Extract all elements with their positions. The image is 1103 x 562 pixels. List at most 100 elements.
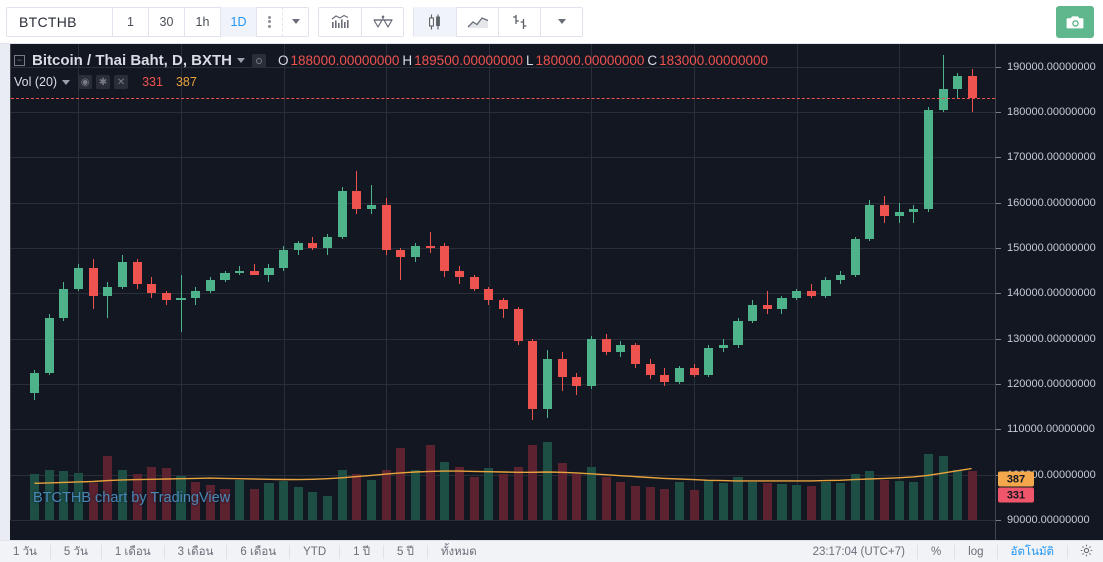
range-1m[interactable]: 1 เดือน	[102, 544, 165, 559]
chart-area[interactable]: BTCTHB chart by TradingView 190000.00000…	[0, 44, 1103, 562]
left-scroll-strip	[0, 44, 10, 540]
volume-bar	[660, 489, 670, 520]
volume-bar	[308, 491, 318, 520]
volume-bar	[484, 468, 494, 520]
price-tick	[996, 384, 1001, 385]
range-all[interactable]: ทั้งหมด	[440, 545, 477, 558]
volume-bar	[894, 481, 904, 520]
time-gridline	[283, 44, 285, 520]
range-ytd[interactable]: YTD	[290, 544, 341, 559]
price-gridline	[11, 248, 995, 249]
gear-icon[interactable]: ✱	[96, 75, 111, 89]
price-axis-label: 190000.00000000	[1007, 60, 1096, 73]
candle-body	[777, 297, 787, 310]
ohlc-low-key: L	[526, 53, 534, 68]
bar-style-icon[interactable]	[498, 6, 540, 37]
compare-icon[interactable]	[361, 6, 403, 37]
legend-title[interactable]: Bitcoin / Thai Baht, D, BXTH	[32, 52, 233, 69]
volume-bar	[528, 445, 538, 520]
range-1y[interactable]: 1 ปี	[340, 544, 385, 559]
indicators-icon[interactable]	[319, 7, 361, 37]
range-3m[interactable]: 3 เดือน	[165, 544, 228, 559]
percent-scale-toggle[interactable]: %	[918, 544, 956, 559]
candlestick-style-icon[interactable]	[414, 6, 456, 37]
chevron-down-icon[interactable]	[540, 6, 582, 37]
kebab-menu-icon[interactable]	[256, 6, 282, 37]
candle-body	[880, 204, 890, 217]
volume-bar	[557, 463, 567, 520]
volume-bar	[806, 485, 816, 520]
candle-body	[894, 211, 904, 217]
price-pane[interactable]: BTCTHB chart by TradingView	[10, 44, 995, 521]
volume-bar	[411, 469, 421, 520]
volume-bar	[733, 477, 743, 520]
candle-body	[806, 291, 816, 296]
timeframe-1h[interactable]: 1h	[184, 6, 220, 37]
snapshot-button[interactable]	[1056, 6, 1094, 38]
chevron-down-icon[interactable]	[62, 79, 71, 85]
volume-bar	[469, 477, 479, 520]
volume-bar	[161, 468, 171, 520]
eye-icon[interactable]	[252, 53, 267, 68]
candle-body	[323, 236, 333, 248]
candle-body	[953, 75, 963, 90]
volume-bar	[293, 487, 303, 520]
candle-body	[220, 272, 230, 280]
price-gridline	[11, 112, 995, 113]
volume-bar	[586, 466, 596, 520]
volume-value-1: 331	[142, 75, 163, 89]
candle-body	[147, 284, 157, 294]
timeframe-1d[interactable]: 1D	[220, 6, 256, 37]
ohlc-open-key: O	[278, 53, 289, 68]
timeframe-1m[interactable]: 1	[112, 6, 148, 37]
time-gridline	[488, 44, 490, 520]
time-gridline	[796, 44, 798, 520]
candle-body	[645, 363, 655, 375]
volume-bar	[454, 467, 465, 520]
log-scale-toggle[interactable]: log	[955, 544, 998, 559]
candle-body	[484, 288, 494, 301]
range-5d[interactable]: 5 วัน	[51, 544, 102, 559]
collapse-icon[interactable]: −	[14, 55, 25, 66]
price-axis-label: 90000.00000000	[1007, 514, 1090, 526]
volume-indicator-label[interactable]: Vol (20)	[14, 75, 58, 89]
candle-body	[748, 304, 758, 321]
status-bar: 1 วัน 5 วัน 1 เดือน 3 เดือน 6 เดือน YTD …	[0, 540, 1103, 562]
volume-bar	[498, 474, 509, 520]
line-style-icon[interactable]	[456, 6, 498, 37]
timeframe-30m[interactable]: 30	[148, 6, 184, 37]
candle-body	[557, 359, 567, 378]
candle-body	[440, 245, 450, 271]
symbol-input[interactable]: BTCTHB	[19, 13, 77, 30]
time-gridline	[386, 44, 388, 520]
current-price-line	[11, 98, 995, 100]
gear-icon[interactable]	[1068, 544, 1103, 560]
eye-icon[interactable]: ◉	[78, 75, 93, 89]
candle-body	[161, 293, 171, 301]
volume-bar	[630, 486, 640, 520]
range-5y[interactable]: 5 ปี	[384, 544, 428, 559]
volume-bar	[147, 466, 157, 520]
price-axis-label: 110000.00000000	[1007, 423, 1095, 436]
volume-bar	[968, 471, 978, 520]
chevron-down-icon[interactable]	[282, 6, 308, 37]
candle-wick	[180, 275, 182, 332]
price-axis[interactable]: 190000.00000000 180000.00000000 170000.000…	[995, 44, 1103, 540]
volume-bar	[59, 471, 69, 520]
candle-body	[850, 238, 860, 276]
candle-body	[469, 277, 479, 289]
range-6m[interactable]: 6 เดือน	[227, 544, 291, 559]
volume-value-2: 387	[175, 75, 197, 89]
ohlc-low-value: 180000.00000000	[535, 53, 645, 68]
range-1d[interactable]: 1 วัน	[0, 544, 51, 559]
close-icon[interactable]: ✕	[114, 75, 129, 89]
chevron-down-icon[interactable]	[237, 58, 246, 63]
candle-body	[938, 89, 948, 110]
price-gridline	[11, 66, 995, 68]
candle-body	[337, 191, 347, 237]
candle-body	[235, 270, 245, 273]
candle-body	[572, 377, 582, 387]
candle-wick	[766, 291, 768, 314]
candle-wick	[429, 232, 431, 253]
auto-scale-toggle[interactable]: อัตโนมัติ	[998, 544, 1068, 559]
